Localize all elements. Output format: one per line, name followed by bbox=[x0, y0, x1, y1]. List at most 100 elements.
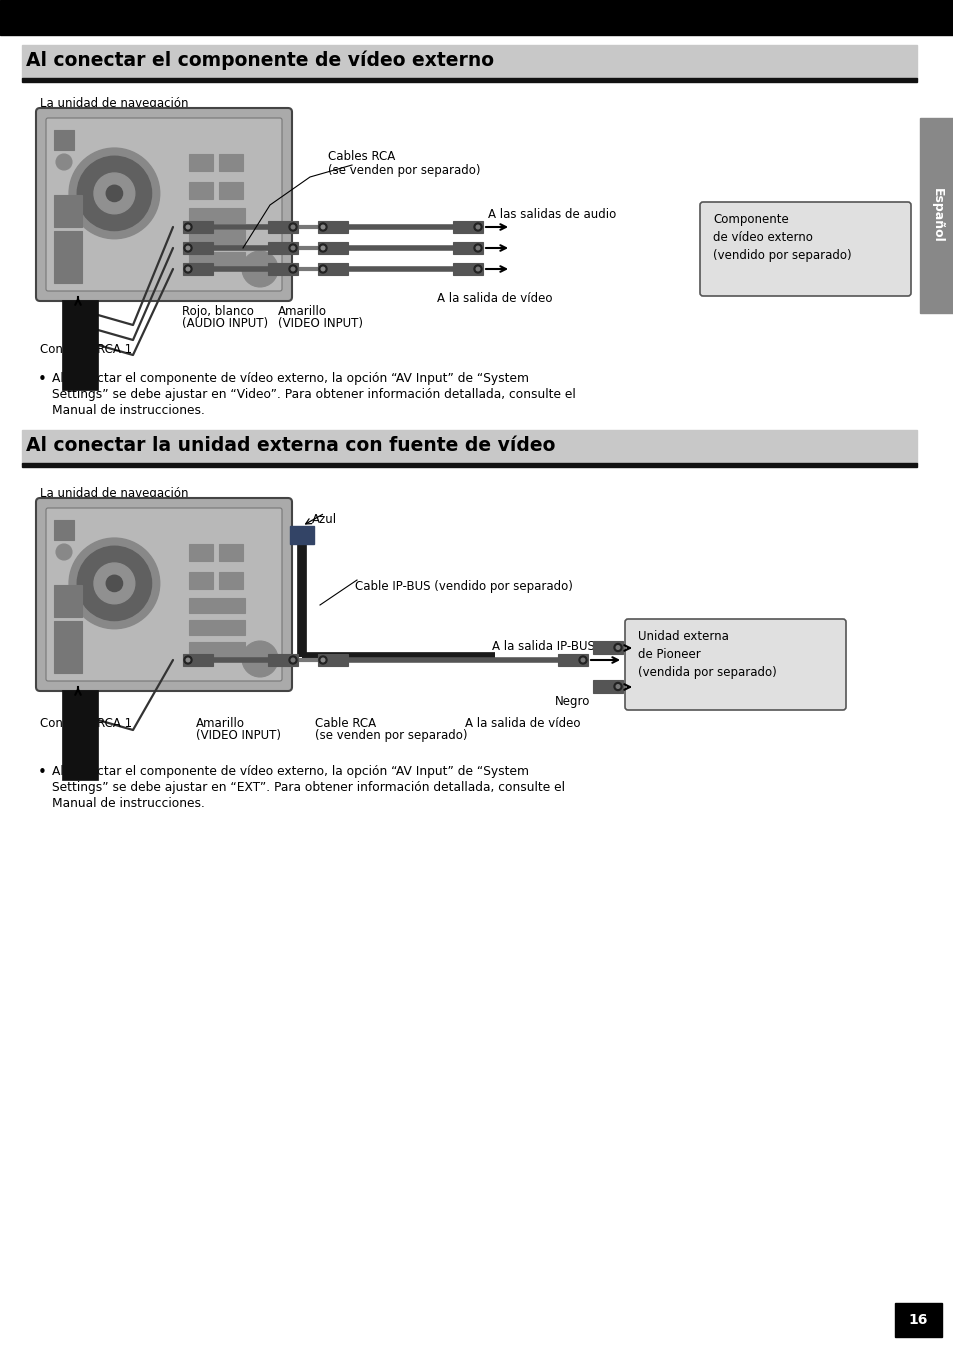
Bar bbox=[189, 598, 245, 612]
Bar bbox=[189, 154, 213, 171]
Circle shape bbox=[106, 576, 122, 592]
Circle shape bbox=[616, 646, 619, 649]
Text: Español: Español bbox=[929, 187, 943, 243]
Circle shape bbox=[94, 564, 134, 604]
Bar bbox=[218, 572, 243, 589]
Circle shape bbox=[56, 543, 71, 560]
Text: (VIDEO INPUT): (VIDEO INPUT) bbox=[195, 729, 281, 743]
Circle shape bbox=[580, 659, 584, 661]
Text: A las salidas de audio: A las salidas de audio bbox=[488, 209, 616, 221]
Text: Conector RCA 1: Conector RCA 1 bbox=[40, 717, 132, 730]
Text: La unidad de navegación: La unidad de navegación bbox=[40, 486, 189, 500]
Bar bbox=[183, 263, 213, 275]
Text: Negro: Negro bbox=[555, 695, 590, 709]
Text: Amarillo: Amarillo bbox=[195, 717, 245, 730]
Bar bbox=[183, 221, 213, 233]
Circle shape bbox=[578, 656, 586, 664]
Circle shape bbox=[184, 656, 192, 664]
Bar bbox=[189, 182, 213, 199]
Bar bbox=[894, 1304, 941, 1337]
Bar bbox=[189, 545, 213, 561]
Text: Settings” se debe ajustar en “EXT”. Para obtener información detallada, consulte: Settings” se debe ajustar en “EXT”. Para… bbox=[52, 780, 564, 794]
Circle shape bbox=[474, 266, 481, 272]
Bar bbox=[54, 621, 82, 673]
Bar bbox=[189, 209, 245, 224]
Bar bbox=[218, 545, 243, 561]
Bar bbox=[54, 520, 74, 541]
Bar bbox=[593, 680, 622, 692]
Bar bbox=[189, 621, 245, 635]
Bar bbox=[189, 572, 213, 589]
Text: A la salida de vídeo: A la salida de vídeo bbox=[436, 291, 552, 305]
Bar bbox=[62, 299, 98, 390]
Circle shape bbox=[476, 247, 479, 249]
Text: Manual de instrucciones.: Manual de instrucciones. bbox=[52, 404, 205, 417]
Text: Al conectar el componente de vídeo externo, la opción “AV Input” de “System: Al conectar el componente de vídeo exter… bbox=[52, 373, 529, 385]
Bar bbox=[54, 195, 82, 228]
Text: Cables RCA: Cables RCA bbox=[328, 150, 395, 163]
Circle shape bbox=[242, 641, 277, 678]
Bar bbox=[22, 463, 916, 467]
Bar bbox=[317, 221, 348, 233]
Circle shape bbox=[289, 266, 296, 272]
Circle shape bbox=[94, 173, 134, 214]
Bar bbox=[593, 641, 622, 654]
Circle shape bbox=[242, 251, 277, 287]
Bar bbox=[183, 654, 213, 667]
Circle shape bbox=[184, 244, 192, 252]
Circle shape bbox=[474, 244, 481, 252]
Circle shape bbox=[184, 266, 192, 272]
Circle shape bbox=[186, 247, 190, 249]
Bar bbox=[317, 243, 348, 253]
Circle shape bbox=[318, 656, 327, 664]
Text: (AUDIO INPUT): (AUDIO INPUT) bbox=[182, 317, 268, 331]
Text: A la salida de vídeo: A la salida de vídeo bbox=[464, 717, 579, 730]
FancyBboxPatch shape bbox=[46, 118, 282, 291]
Text: Al conectar el componente de vídeo externo, la opción “AV Input” de “System: Al conectar el componente de vídeo exter… bbox=[52, 766, 529, 778]
Circle shape bbox=[289, 224, 296, 230]
Circle shape bbox=[616, 684, 619, 688]
Text: Conector RCA 1: Conector RCA 1 bbox=[40, 343, 132, 356]
Text: Azul: Azul bbox=[312, 514, 336, 526]
Bar bbox=[54, 130, 74, 150]
Bar bbox=[268, 654, 297, 667]
Circle shape bbox=[69, 538, 159, 629]
Circle shape bbox=[186, 659, 190, 661]
FancyBboxPatch shape bbox=[624, 619, 845, 710]
Circle shape bbox=[474, 224, 481, 230]
Text: •: • bbox=[38, 766, 47, 780]
Circle shape bbox=[186, 225, 190, 229]
Circle shape bbox=[291, 247, 294, 249]
FancyBboxPatch shape bbox=[36, 499, 292, 691]
Circle shape bbox=[77, 546, 152, 621]
Circle shape bbox=[56, 154, 71, 169]
Text: A la salida IP-BUS: A la salida IP-BUS bbox=[492, 640, 595, 653]
Text: (se venden por separado): (se venden por separado) bbox=[328, 164, 480, 178]
Text: 16: 16 bbox=[907, 1313, 926, 1327]
Text: Cable RCA: Cable RCA bbox=[314, 717, 375, 730]
Bar bbox=[218, 154, 243, 171]
Bar bbox=[22, 79, 916, 83]
Circle shape bbox=[318, 224, 327, 230]
Bar bbox=[453, 243, 482, 253]
Text: Amarillo: Amarillo bbox=[277, 305, 327, 318]
Circle shape bbox=[476, 225, 479, 229]
Bar bbox=[189, 230, 245, 245]
Circle shape bbox=[614, 644, 621, 652]
Text: (se venden por separado): (se venden por separado) bbox=[314, 729, 467, 743]
Circle shape bbox=[69, 148, 159, 238]
Text: (VIDEO INPUT): (VIDEO INPUT) bbox=[277, 317, 363, 331]
FancyBboxPatch shape bbox=[46, 508, 282, 682]
Bar bbox=[290, 526, 314, 543]
FancyBboxPatch shape bbox=[36, 108, 292, 301]
Bar bbox=[183, 243, 213, 253]
Bar bbox=[0, 0, 953, 35]
Bar bbox=[317, 654, 348, 667]
Circle shape bbox=[321, 225, 324, 229]
Text: Unidad externa
de Pioneer
(vendida por separado): Unidad externa de Pioneer (vendida por s… bbox=[638, 630, 776, 679]
FancyBboxPatch shape bbox=[700, 202, 910, 295]
Text: Al conectar la unidad externa con fuente de vídeo: Al conectar la unidad externa con fuente… bbox=[26, 436, 555, 455]
Circle shape bbox=[184, 224, 192, 230]
Text: •: • bbox=[38, 373, 47, 388]
Circle shape bbox=[321, 267, 324, 271]
